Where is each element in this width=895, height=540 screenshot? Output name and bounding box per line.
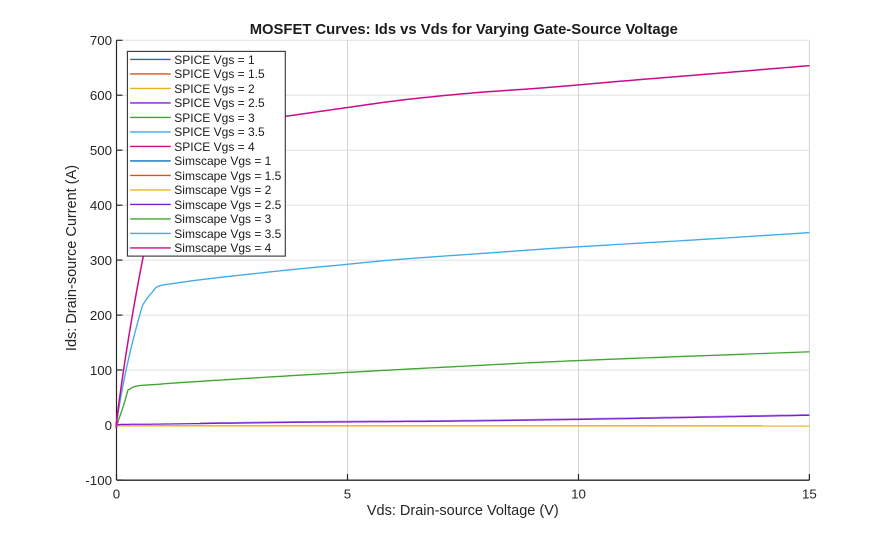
svg-text:Simscape Vgs = 2: Simscape Vgs = 2 bbox=[174, 183, 271, 197]
svg-text:200: 200 bbox=[90, 308, 112, 323]
svg-text:SPICE Vgs = 2.5: SPICE Vgs = 2.5 bbox=[174, 96, 265, 110]
svg-text:10: 10 bbox=[571, 486, 586, 501]
svg-text:Vds: Drain-source Voltage (V): Vds: Drain-source Voltage (V) bbox=[367, 503, 559, 519]
svg-text:SPICE Vgs = 2: SPICE Vgs = 2 bbox=[174, 82, 255, 96]
svg-text:500: 500 bbox=[90, 143, 112, 158]
svg-text:SPICE Vgs = 1.5: SPICE Vgs = 1.5 bbox=[174, 67, 265, 81]
svg-text:Simscape Vgs = 3: Simscape Vgs = 3 bbox=[174, 212, 271, 226]
svg-text:15: 15 bbox=[802, 486, 817, 501]
svg-text:MOSFET Curves: Ids vs Vds for: MOSFET Curves: Ids vs Vds for Varying Ga… bbox=[250, 22, 678, 38]
svg-text:600: 600 bbox=[90, 88, 112, 103]
svg-text:SPICE Vgs = 1: SPICE Vgs = 1 bbox=[174, 53, 255, 67]
svg-text:SPICE Vgs = 4: SPICE Vgs = 4 bbox=[174, 140, 255, 154]
svg-text:Simscape Vgs = 2.5: Simscape Vgs = 2.5 bbox=[174, 198, 281, 212]
svg-text:Simscape Vgs = 4: Simscape Vgs = 4 bbox=[174, 241, 271, 255]
svg-text:0: 0 bbox=[113, 486, 120, 501]
svg-text:Simscape Vgs = 1.5: Simscape Vgs = 1.5 bbox=[174, 169, 281, 183]
svg-text:SPICE Vgs = 3.5: SPICE Vgs = 3.5 bbox=[174, 125, 265, 139]
svg-text:0: 0 bbox=[105, 418, 112, 433]
svg-text:SPICE Vgs = 3: SPICE Vgs = 3 bbox=[174, 111, 255, 125]
svg-text:5: 5 bbox=[344, 486, 351, 501]
svg-text:Simscape Vgs = 1: Simscape Vgs = 1 bbox=[174, 154, 271, 168]
svg-text:300: 300 bbox=[90, 253, 112, 268]
svg-text:-100: -100 bbox=[85, 473, 112, 488]
svg-text:400: 400 bbox=[90, 198, 112, 213]
svg-text:Ids: Drain-source Current (A): Ids: Drain-source Current (A) bbox=[64, 165, 80, 351]
svg-text:100: 100 bbox=[90, 363, 112, 378]
svg-text:Simscape Vgs = 3.5: Simscape Vgs = 3.5 bbox=[174, 227, 281, 241]
svg-text:700: 700 bbox=[90, 33, 112, 48]
